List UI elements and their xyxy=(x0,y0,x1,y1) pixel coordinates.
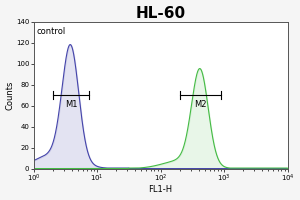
Y-axis label: Counts: Counts xyxy=(6,80,15,110)
Text: M2: M2 xyxy=(194,100,206,109)
Text: M1: M1 xyxy=(65,100,77,109)
X-axis label: FL1-H: FL1-H xyxy=(148,185,172,194)
Title: HL-60: HL-60 xyxy=(136,6,186,21)
Text: control: control xyxy=(37,27,66,36)
